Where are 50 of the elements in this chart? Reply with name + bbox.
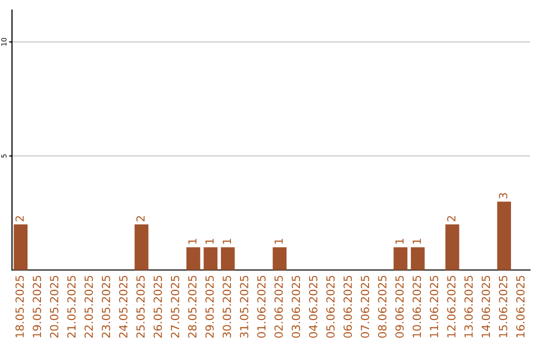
x-tick-label: 27.05.2025 [170,276,180,338]
bar [220,247,235,270]
bar [410,247,425,270]
x-tick-label: 29.05.2025 [205,276,214,338]
x-tick-label: 09.06.2025 [395,276,404,338]
bar [204,247,218,270]
data-label: 1 [206,238,214,244]
x-tick-label: 18.05.2025 [15,276,24,338]
bar [186,247,200,270]
bar [14,224,28,270]
x-tick-label: 12.06.2025 [447,276,456,338]
x-tick-label: 23.05.2025 [102,276,110,338]
x-tick-label: 28.05.2025 [188,276,197,338]
x-tick-label: 24.05.2025 [119,276,128,338]
bar [394,247,408,270]
x-tick-label: 20.05.2025 [50,276,58,338]
x-tick-label: 04.06.2025 [308,276,318,338]
data-label: 2 [447,216,456,222]
x-tick-label: 31.05.2025 [240,276,248,338]
x-tick-label: 25.05.2025 [136,276,145,338]
x-tick-label: 02.06.2025 [274,276,283,338]
x-tick-label: 26.05.2025 [154,276,162,338]
data-label: 1 [222,238,231,244]
data-label: 1 [395,238,404,244]
x-tick-label: 16.06.2025 [516,276,525,338]
data-label: 1 [274,238,283,244]
x-tick-label: 21.05.2025 [67,276,76,338]
x-tick-label: 06.06.2025 [344,276,352,338]
x-tick-label: 14.06.2025 [482,276,490,338]
bar [497,202,512,270]
x-tick-label: 01.06.2025 [257,276,266,338]
x-tick-label: 10.06.2025 [412,276,421,338]
x-tick-label: 22.05.2025 [84,276,93,338]
x-tick-label: 05.06.2025 [326,276,335,338]
x-tick-label: 30.05.2025 [222,276,232,338]
data-label: 1 [188,238,196,244]
x-tick-label: 08.06.2025 [378,276,386,338]
bar [134,224,148,270]
x-tick-label: 11.06.2025 [430,276,438,338]
x-tick-label: 07.06.2025 [360,276,370,338]
data-label: 3 [498,193,508,198]
data-label: 1 [412,238,421,244]
x-tick-label: 13.06.2025 [464,276,473,338]
data-label: 2 [136,216,145,222]
x-tick-label: 03.06.2025 [292,276,300,338]
bar [445,224,460,270]
x-tick-label: 15.06.2025 [498,276,508,338]
data-label: 2 [15,216,24,222]
bar [272,247,287,270]
x-tick-label: 19.05.2025 [32,276,42,338]
